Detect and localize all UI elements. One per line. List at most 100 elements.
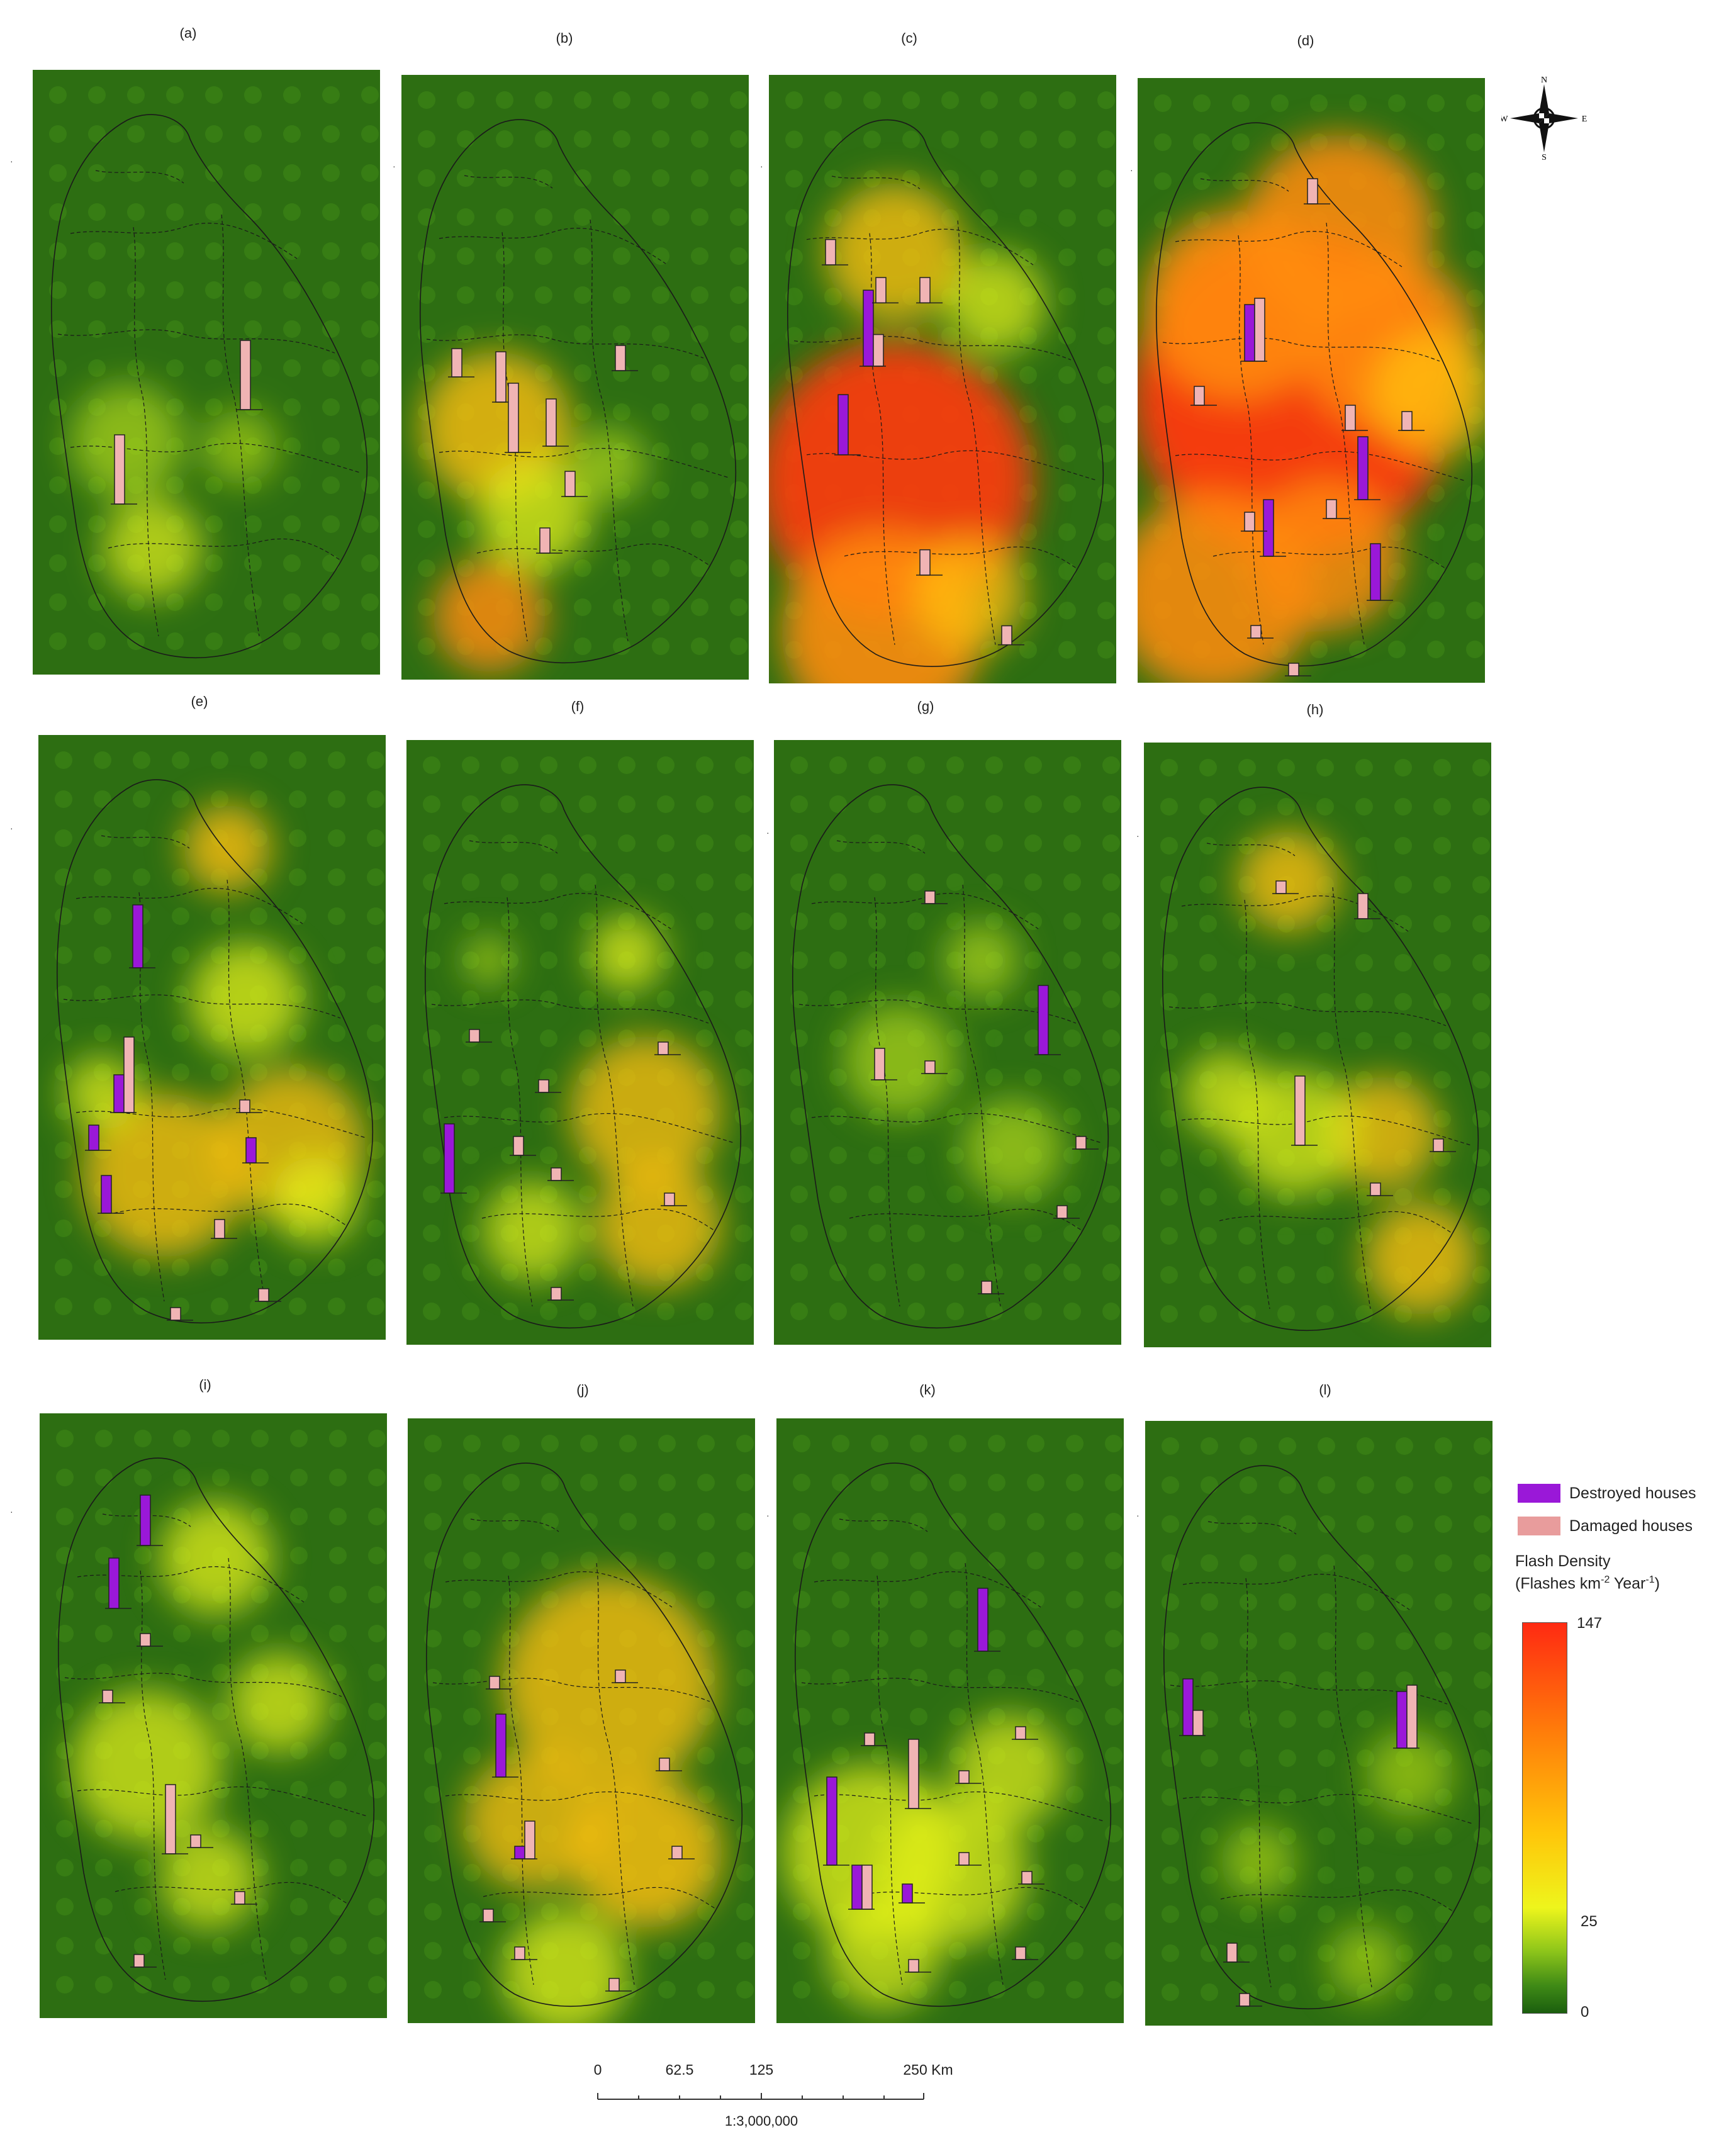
district-boundary xyxy=(426,334,704,359)
density-cell xyxy=(1097,562,1115,580)
density-cell xyxy=(367,1259,384,1276)
density-cell xyxy=(658,1435,676,1452)
density-cell xyxy=(1316,798,1334,816)
district-boundary xyxy=(1181,895,1409,932)
density-cell xyxy=(329,1547,347,1564)
density-cell xyxy=(496,208,513,226)
density-cell xyxy=(946,873,964,891)
density-cell xyxy=(1105,1513,1123,1530)
density-cell xyxy=(166,203,184,221)
house-damage-bars xyxy=(861,1732,887,1746)
density-cell xyxy=(1238,1032,1256,1050)
density-cell xyxy=(368,1820,386,1837)
density-cell xyxy=(1433,876,1451,894)
density-cell xyxy=(696,795,714,813)
density-cell xyxy=(212,1703,230,1720)
density-cell xyxy=(730,208,748,226)
density-cell xyxy=(1066,1981,1084,1999)
house-damage-bars xyxy=(137,1495,163,1546)
district-boundary xyxy=(481,1208,715,1231)
density-cell xyxy=(540,1147,557,1164)
density-cell xyxy=(910,1435,927,1452)
density-cell xyxy=(580,1552,598,1569)
density-cell xyxy=(949,1669,966,1686)
density-cell xyxy=(367,985,384,1003)
density-cell xyxy=(1357,1827,1374,1845)
density-cell xyxy=(502,1591,520,1608)
density-cell xyxy=(55,751,72,769)
density-cell xyxy=(574,637,591,655)
density-cell xyxy=(367,1141,384,1159)
density-cell xyxy=(1318,1788,1335,1806)
density-cell xyxy=(211,1259,228,1276)
density-cell xyxy=(418,169,435,187)
density-hotspot xyxy=(571,427,647,503)
density-cell xyxy=(418,247,435,265)
density-cell xyxy=(863,91,881,109)
density-cell xyxy=(322,86,340,104)
density-cell xyxy=(283,281,301,299)
density-cell xyxy=(1466,250,1484,268)
density-cell xyxy=(49,593,67,611)
density-cell xyxy=(283,632,301,650)
map-tick-dot: · xyxy=(1130,165,1133,175)
density-cell xyxy=(127,242,145,260)
density-cell xyxy=(1199,1266,1217,1284)
destroyed-houses-bar xyxy=(245,1137,257,1164)
density-cell xyxy=(95,1469,113,1486)
density-cell xyxy=(790,1108,808,1125)
density-cell xyxy=(824,169,842,188)
density-cell xyxy=(1232,94,1250,112)
density-cell xyxy=(910,1513,927,1530)
density-cell xyxy=(1318,1671,1335,1689)
density-cell xyxy=(424,1942,442,1960)
density-cell xyxy=(1097,641,1115,659)
density-cell xyxy=(541,1552,559,1569)
density-cell xyxy=(55,1259,72,1276)
density-cell xyxy=(1162,1632,1179,1650)
house-damage-bars xyxy=(511,1820,537,1859)
house-damage-bars xyxy=(85,1125,111,1151)
density-cell xyxy=(613,520,630,538)
density-cell xyxy=(691,286,708,304)
house-damage-bars xyxy=(99,1690,125,1703)
density-cell xyxy=(1063,951,1081,969)
density-cell xyxy=(424,1435,442,1452)
density-cell xyxy=(173,1937,191,1955)
density-cell xyxy=(613,286,630,304)
density-cell xyxy=(244,164,262,182)
density-cell xyxy=(496,91,513,109)
density-cell xyxy=(1435,1593,1452,1611)
density-cell xyxy=(988,1942,1005,1960)
density-cell xyxy=(95,1547,113,1564)
density-cell xyxy=(540,990,557,1008)
density-cell xyxy=(457,247,474,265)
density-cell xyxy=(1318,1476,1335,1494)
damaged-houses-bar xyxy=(861,1865,873,1910)
density-cell xyxy=(367,868,384,886)
density-cell xyxy=(824,327,842,345)
density-cell xyxy=(871,1435,888,1452)
island-outline xyxy=(58,1457,375,2002)
density-cell xyxy=(166,164,184,182)
island-outline xyxy=(792,784,1109,1329)
density-cell xyxy=(49,632,67,650)
density-cell xyxy=(1027,1552,1044,1569)
density-cell xyxy=(735,951,753,969)
density-cell xyxy=(613,637,630,655)
density-cell xyxy=(902,91,920,109)
density-cell xyxy=(902,327,920,345)
legend-density-title-line2: (Flashes km-2 Year-1) xyxy=(1515,1574,1660,1593)
map-svg xyxy=(1145,1421,1492,2026)
density-cell xyxy=(56,1625,74,1642)
density-cell xyxy=(1240,1788,1257,1806)
density-cell xyxy=(1063,1147,1081,1164)
density-cell xyxy=(1433,837,1451,855)
density-cell xyxy=(55,985,72,1003)
density-cell xyxy=(574,598,591,616)
map-panel-k xyxy=(776,1418,1124,2023)
district-boundary xyxy=(1220,1889,1454,1912)
density-cell xyxy=(1433,915,1451,933)
house-damage-bars xyxy=(542,398,569,447)
density-cell xyxy=(134,1469,152,1486)
